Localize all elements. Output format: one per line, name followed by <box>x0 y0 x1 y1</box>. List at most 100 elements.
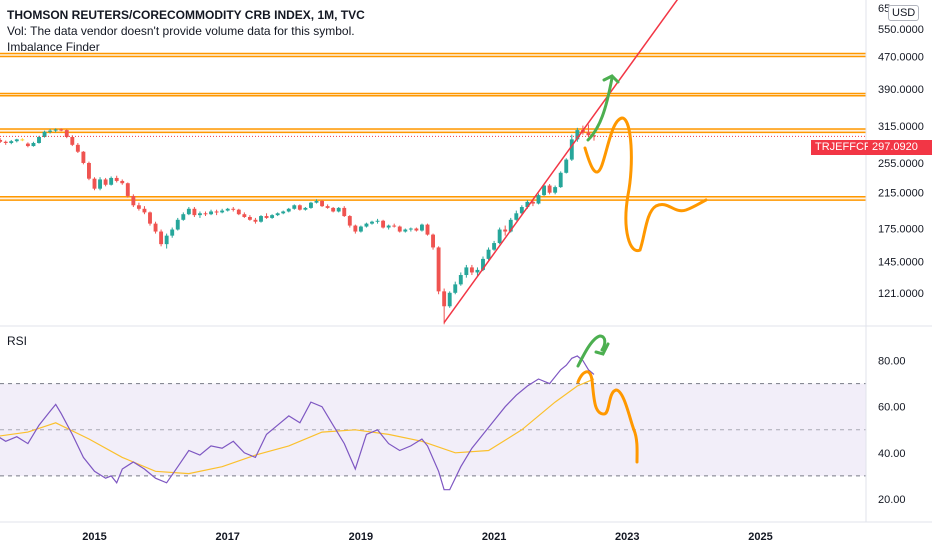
orange-rsi-drawing[interactable] <box>576 370 639 464</box>
candle[interactable] <box>37 135 41 144</box>
candle[interactable] <box>109 176 114 186</box>
candle[interactable] <box>458 272 463 286</box>
candle[interactable] <box>14 138 19 143</box>
green-up-arrow-drawing[interactable] <box>586 76 614 142</box>
trendline[interactable] <box>443 0 683 323</box>
candle[interactable] <box>558 171 563 188</box>
candle[interactable] <box>575 127 580 142</box>
candle[interactable] <box>270 214 275 219</box>
candle[interactable] <box>48 128 53 134</box>
price-pane[interactable] <box>0 0 866 325</box>
candle[interactable] <box>431 233 435 250</box>
candle[interactable] <box>81 151 86 165</box>
candle[interactable] <box>569 134 574 161</box>
candle[interactable] <box>92 177 97 191</box>
candle[interactable] <box>547 183 552 195</box>
candle[interactable] <box>164 233 169 249</box>
candle[interactable] <box>281 210 286 215</box>
time-axis[interactable]: 2015 2017 2019 2021 2023 2025 <box>0 521 932 543</box>
candle[interactable] <box>475 267 480 277</box>
candle[interactable] <box>536 193 541 205</box>
candle[interactable] <box>170 227 175 238</box>
candle[interactable] <box>403 228 408 233</box>
candle[interactable] <box>497 227 502 245</box>
candle[interactable] <box>292 204 297 210</box>
price-axis[interactable]: 65 550.0000 470.0000 390.0000 315.0000 255.00… <box>865 0 924 522</box>
candle[interactable] <box>59 128 64 132</box>
candle[interactable] <box>220 208 225 214</box>
candle[interactable] <box>125 182 130 198</box>
candle[interactable] <box>264 213 269 219</box>
candle[interactable] <box>70 135 75 147</box>
candle[interactable] <box>87 161 91 181</box>
candle[interactable] <box>325 204 330 209</box>
green-rsi-arrow-drawing[interactable] <box>576 334 607 368</box>
candle[interactable] <box>531 200 535 207</box>
candle[interactable] <box>564 158 569 174</box>
candle[interactable] <box>381 219 386 229</box>
candle[interactable] <box>75 142 80 154</box>
candle[interactable] <box>20 138 25 142</box>
candle[interactable] <box>469 264 474 276</box>
candle[interactable] <box>519 205 524 216</box>
orange-projection-drawing[interactable] <box>583 116 708 253</box>
candle[interactable] <box>192 207 197 217</box>
candle[interactable] <box>175 217 180 231</box>
candle[interactable] <box>347 215 352 228</box>
candle[interactable] <box>586 124 591 137</box>
candle[interactable] <box>103 177 108 187</box>
candle[interactable] <box>120 179 125 185</box>
candle[interactable] <box>253 217 258 224</box>
candle[interactable] <box>420 223 424 232</box>
candle[interactable] <box>514 210 519 221</box>
candle[interactable] <box>198 211 202 218</box>
candle[interactable] <box>148 211 152 226</box>
candle[interactable] <box>214 209 219 216</box>
candle[interactable] <box>320 200 324 208</box>
candle[interactable] <box>236 208 241 216</box>
candle[interactable] <box>131 194 136 208</box>
candle[interactable] <box>353 224 358 234</box>
candle[interactable] <box>114 175 119 183</box>
candle[interactable] <box>542 183 546 196</box>
candle[interactable] <box>492 240 497 251</box>
candle[interactable] <box>414 227 419 232</box>
candle[interactable] <box>286 207 291 213</box>
candle[interactable] <box>259 215 263 223</box>
candle[interactable] <box>275 212 280 217</box>
candle[interactable] <box>314 199 319 204</box>
candle[interactable] <box>375 218 380 224</box>
candle[interactable] <box>53 128 58 133</box>
candle[interactable] <box>142 206 147 215</box>
candle[interactable] <box>453 281 458 295</box>
candle[interactable] <box>342 206 347 217</box>
candle[interactable] <box>331 207 336 213</box>
candle[interactable] <box>159 229 164 247</box>
candle[interactable] <box>9 139 14 145</box>
candle[interactable] <box>336 207 341 213</box>
candle[interactable] <box>31 141 36 147</box>
candle[interactable] <box>297 204 302 211</box>
rsi-pane[interactable] <box>0 334 866 491</box>
candle[interactable] <box>358 225 363 233</box>
candle[interactable] <box>392 223 397 228</box>
candle[interactable] <box>303 207 308 211</box>
candle[interactable] <box>309 201 313 209</box>
candle[interactable] <box>364 222 369 228</box>
candle[interactable] <box>247 215 252 221</box>
candle[interactable] <box>425 223 430 236</box>
candle[interactable] <box>98 177 102 191</box>
candle[interactable] <box>209 209 213 216</box>
candle[interactable] <box>436 246 441 295</box>
candle[interactable] <box>181 212 186 221</box>
candle[interactable] <box>64 129 69 139</box>
candle[interactable] <box>408 227 413 232</box>
candle[interactable] <box>3 140 8 145</box>
currency-badge[interactable]: USD <box>888 5 920 21</box>
candle[interactable] <box>42 130 47 138</box>
candle[interactable] <box>0 138 3 143</box>
candle[interactable] <box>231 207 236 212</box>
candle[interactable] <box>242 212 247 218</box>
candle[interactable] <box>153 221 158 234</box>
